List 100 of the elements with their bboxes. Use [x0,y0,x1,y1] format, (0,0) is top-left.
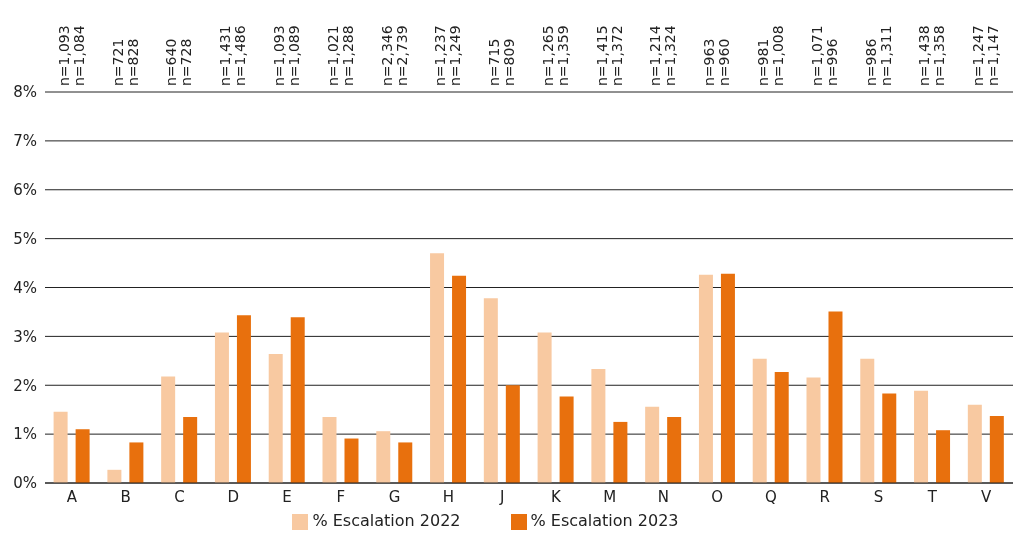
x-tick-label: B [120,487,131,506]
text: n=640 [163,38,180,86]
bar [161,376,176,483]
bar [698,274,713,483]
bar [452,275,467,483]
bar [828,311,843,483]
bar [882,393,897,483]
bar [214,332,229,483]
text: n=1,147 [985,25,1002,86]
x-tick-label: A [66,487,78,506]
text: n=1,249 [447,25,464,86]
bar [774,372,789,483]
text: n=1,431 [217,25,234,86]
x-tick-label: M [603,487,617,506]
text: n=2,346 [378,25,395,86]
text: n=2,739 [393,25,410,86]
bar [967,404,982,483]
bar [860,358,875,483]
text: n=996 [823,38,840,86]
y-tick-label: 3% [13,327,37,346]
bar [290,317,305,483]
bar [322,417,337,483]
bar [559,396,574,483]
text: n=1,415 [593,25,610,86]
x-tick-label: K [550,487,562,506]
bar [398,442,413,483]
x-tick-label: D [227,487,239,506]
legend-label: % Escalation 2022 [312,511,461,530]
x-tick-label: Q [765,487,777,506]
bar [645,406,660,483]
text: n=1,093 [55,25,72,86]
bar [752,358,767,483]
bar [505,385,520,483]
bar [483,298,498,483]
text: n=1,311 [877,25,894,86]
x-tick-label: T [926,487,938,506]
bar [107,469,122,483]
text: n=1,237 [432,25,449,86]
y-tick-label: 0% [13,474,37,493]
x-tick-label: V [980,487,992,506]
bar [75,429,90,483]
text: n=809 [501,38,518,86]
text: n=963 [701,38,718,86]
x-tick-label: H [442,487,454,506]
bar [268,353,283,483]
text: n=1,214 [647,25,664,86]
text: n=1,324 [662,25,679,86]
text: n=981 [755,38,771,86]
y-tick-label: 2% [13,376,37,395]
text: n=1,288 [339,25,356,86]
bar [430,253,445,483]
x-tick-label: N [657,487,670,506]
text: n=1,008 [770,25,786,86]
bar [806,377,821,483]
text: n=1,071 [808,25,825,86]
text: n=1,093 [271,25,287,86]
x-tick-label: S [873,487,884,506]
text: n=1,372 [608,25,625,86]
x-tick-label: E [282,487,292,506]
bar [376,431,391,483]
x-tick-label: R [819,487,830,506]
y-tick-label: 1% [13,425,37,444]
legend-label: % Escalation 2023 [530,511,679,530]
bar [129,442,144,483]
bar [989,416,1004,483]
bar [914,390,929,483]
text: n=1,021 [324,25,341,86]
x-tick-label: C [174,487,185,506]
x-tick-label: G [388,487,401,506]
y-tick-label: 5% [13,229,37,248]
bar [183,417,198,483]
bar [537,332,552,483]
bar [720,273,735,483]
text: n=715 [486,38,503,86]
text: n=1,265 [539,25,556,86]
y-tick-label: 8% [13,83,37,102]
text: n=1,358 [931,25,948,86]
bar [344,438,359,483]
x-tick-label: O [711,487,724,506]
y-tick-label: 4% [13,278,37,297]
y-tick-label: 6% [13,181,37,200]
text: n=1,247 [970,25,987,86]
bar [667,417,682,483]
bar [936,430,951,483]
x-tick-label: F [336,487,346,506]
text: n=1,359 [554,25,571,86]
text: n=1,084 [70,25,87,86]
text: n=1,486 [232,25,249,86]
bar [236,315,251,483]
text: n=960 [716,38,733,86]
text: n=1,438 [916,25,933,86]
text: n=828 [124,38,141,86]
y-tick-label: 7% [13,132,37,151]
text: n=986 [862,38,879,86]
x-tick-label: J [498,487,505,506]
bar [53,411,68,483]
text: n=1,089 [286,25,302,86]
text: n=721 [109,38,126,86]
text: n=728 [178,38,195,86]
bar [613,421,628,483]
